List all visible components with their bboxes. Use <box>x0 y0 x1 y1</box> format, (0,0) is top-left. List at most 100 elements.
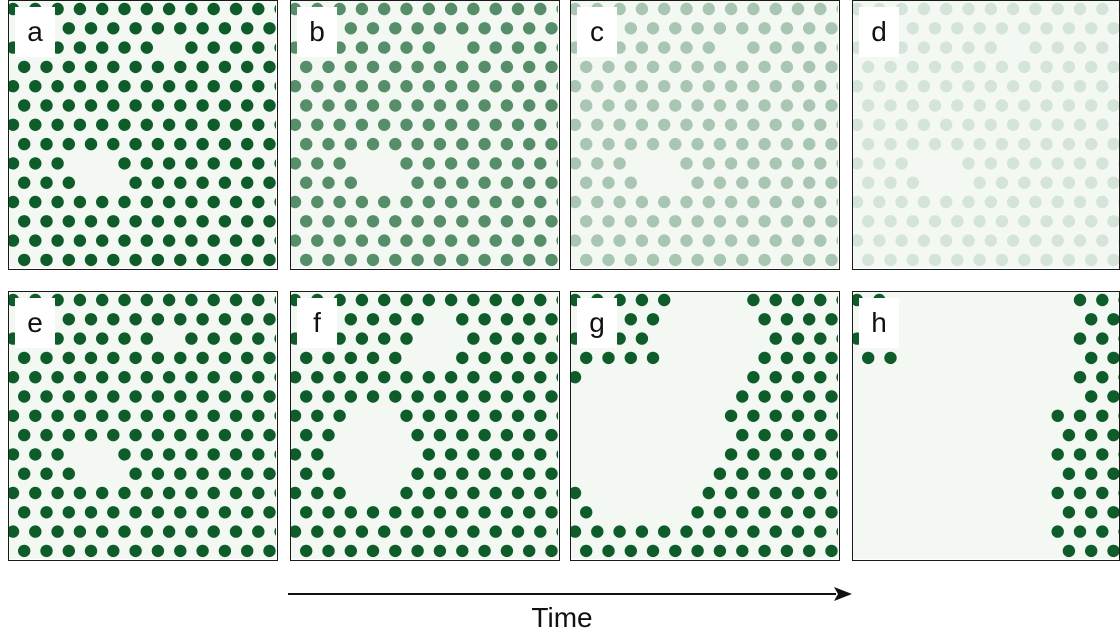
lattice-dot <box>355 118 369 131</box>
lattice-dot <box>995 22 1009 35</box>
lattice-dot <box>917 195 931 209</box>
lattice-dot <box>814 195 827 209</box>
lattice-dot <box>646 137 660 151</box>
lattice-dot <box>928 137 942 151</box>
lattice-dot <box>769 195 782 209</box>
lattice-dot <box>780 215 794 228</box>
panel-h: h <box>852 291 1120 561</box>
lattice-dot <box>545 99 558 112</box>
lattice-dot <box>1118 374 1119 380</box>
lattice-dot <box>917 41 931 54</box>
lattice-dot <box>400 525 413 538</box>
lattice-dot <box>791 371 805 384</box>
lattice-dot <box>658 41 671 54</box>
lattice-dot <box>84 253 98 267</box>
lattice-dot <box>311 195 324 209</box>
lattice-dot <box>962 2 975 16</box>
lattice-dot <box>940 234 953 247</box>
lattice-dot <box>241 428 254 442</box>
lattice-dot <box>1062 467 1076 480</box>
lattice-dot <box>780 60 794 74</box>
lattice-dot <box>252 157 265 170</box>
lattice-dot <box>444 486 458 500</box>
lattice-dot <box>62 428 75 442</box>
lattice-dot <box>780 467 794 480</box>
lattice-dot <box>1029 41 1042 54</box>
lattice-dot <box>40 253 53 267</box>
lattice-dot <box>456 390 469 403</box>
lattice-dot <box>162 371 176 384</box>
lattice-dot <box>263 351 276 365</box>
lattice-dot <box>489 2 502 16</box>
lattice-dot <box>523 137 536 151</box>
lattice-dot <box>500 137 514 151</box>
panel-label: b <box>297 7 337 57</box>
lattice-dot <box>680 118 693 131</box>
panel-label: h <box>859 298 899 348</box>
lattice-dot <box>602 60 615 74</box>
lattice-dot <box>680 234 693 247</box>
lattice-dot <box>814 41 827 54</box>
lattice-dot <box>389 506 402 519</box>
lattice-dot <box>1062 22 1076 35</box>
lattice-dot <box>151 506 165 519</box>
panel-d: d <box>852 0 1120 270</box>
lattice-dot <box>51 525 64 538</box>
lattice-dot <box>545 215 558 228</box>
lattice-dot <box>241 22 254 35</box>
lattice-dot <box>344 544 357 558</box>
lattice-dot <box>411 176 424 189</box>
lattice-dot <box>207 2 220 16</box>
lattice-dot <box>241 351 254 365</box>
lattice-dot <box>300 428 313 442</box>
lattice-dot <box>151 544 165 558</box>
lattice-dot <box>196 176 209 189</box>
lattice-dot <box>602 253 615 267</box>
lattice-dot <box>545 22 558 35</box>
lattice-dot <box>333 409 346 422</box>
lattice-dot <box>836 4 838 14</box>
lattice-dot <box>196 253 209 267</box>
lattice-dot <box>333 234 346 247</box>
lattice-dot <box>422 157 435 170</box>
lattice-dot <box>62 544 75 558</box>
lattice-dot <box>344 215 357 228</box>
lattice-dot <box>511 80 525 93</box>
lattice-dot <box>322 253 335 267</box>
lattice-dot <box>825 253 838 267</box>
lattice-dot <box>355 80 369 93</box>
lattice-dot <box>862 137 875 151</box>
lattice-dot <box>400 293 413 307</box>
lattice-dot <box>1051 2 1064 16</box>
lattice-dot <box>62 176 75 189</box>
lattice-dot <box>836 295 838 305</box>
lattice-dot <box>523 176 536 189</box>
lattice-dot <box>411 390 424 403</box>
lattice-dot <box>713 544 727 558</box>
lattice-dot <box>433 390 447 403</box>
panel-label: d <box>859 7 899 57</box>
lattice-dot <box>433 253 447 267</box>
lattice-dot <box>218 60 232 74</box>
lattice-dot <box>218 313 232 326</box>
lattice-dot <box>635 41 649 54</box>
lattice-dot <box>523 215 536 228</box>
lattice-dot <box>218 22 232 35</box>
lattice-dot <box>747 371 760 384</box>
lattice-dot <box>736 467 749 480</box>
lattice-dot <box>174 99 187 112</box>
lattice-dot <box>400 409 413 422</box>
lattice-dot <box>658 234 671 247</box>
lattice-dot <box>456 176 469 189</box>
lattice-dot <box>241 544 254 558</box>
lattice-dot <box>984 234 997 247</box>
lattice-dot <box>263 215 276 228</box>
lattice-dot <box>207 195 220 209</box>
lattice-dot <box>962 41 975 54</box>
lattice-dot <box>702 195 715 209</box>
lattice-dot <box>769 157 782 170</box>
lattice-dot <box>467 80 480 93</box>
lattice-dot <box>73 486 87 500</box>
lattice-dot <box>411 253 424 267</box>
lattice-dot <box>1051 448 1064 461</box>
